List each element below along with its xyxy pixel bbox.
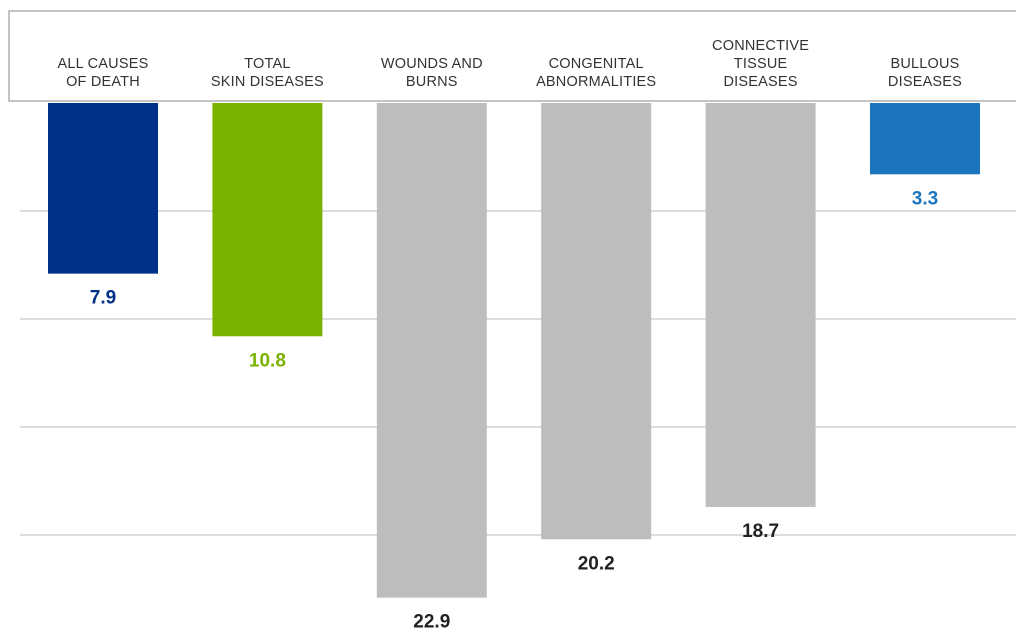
category-label-4-line-1: CONGENITAL — [549, 56, 644, 72]
bar-1 — [48, 103, 158, 274]
category-label-3-line-1: WOUNDS AND — [381, 56, 483, 72]
bar-2 — [212, 103, 323, 337]
value-label-5: 18.7 — [742, 521, 779, 542]
bar-5 — [705, 103, 816, 507]
value-label-4: 20.2 — [578, 553, 615, 574]
category-label-3-line-2: BURNS — [406, 74, 458, 90]
value-label-1: 7.9 — [90, 288, 116, 309]
category-labels: ALL CAUSES OF DEATH TOTAL SKIN DISEASES WOUN… — [58, 38, 962, 90]
category-label-5-line-1: CONNECTIVE — [712, 38, 809, 54]
value-label-6: 3.3 — [912, 188, 938, 209]
category-label-6-line-2: DISEASES — [888, 74, 962, 90]
header-box — [8, 10, 1016, 102]
category-label-4-line-2: ABNORMALITIES — [536, 74, 656, 90]
category-label-1-line-2: OF DEATH — [66, 74, 140, 90]
category-label-2-line-1: TOTAL — [244, 56, 290, 72]
category-label-5-line-3: DISEASES — [724, 74, 798, 90]
value-label-3: 22.9 — [413, 612, 450, 633]
bar-3 — [376, 103, 487, 598]
bar-4 — [541, 103, 652, 540]
gridlines — [20, 210, 1016, 536]
bars — [48, 103, 980, 598]
value-label-2: 10.8 — [249, 350, 286, 371]
category-label-5-line-2: TISSUE — [734, 56, 788, 72]
value-labels: 7.9 10.8 22.9 20.2 18.7 3.3 — [90, 188, 938, 632]
category-label-2-line-2: SKIN DISEASES — [211, 74, 324, 90]
bar-6 — [870, 103, 980, 175]
category-label-1-line-1: ALL CAUSES — [58, 56, 149, 72]
category-label-6-line-1: BULLOUS — [890, 56, 959, 72]
